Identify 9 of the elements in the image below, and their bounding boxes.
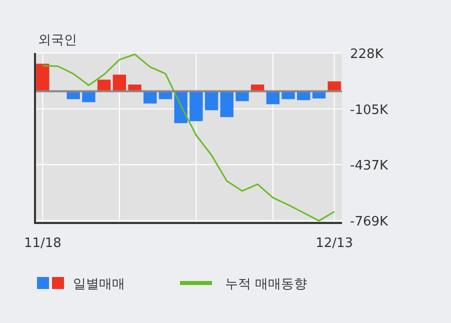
x-tick-label: 11/18 bbox=[24, 236, 62, 251]
x-tick-label: 12/13 bbox=[316, 236, 354, 251]
chart-title: 외국인 bbox=[38, 33, 77, 48]
legend-label: 누적 매매동향 bbox=[225, 277, 308, 292]
y-tick-label: -769K bbox=[350, 214, 389, 230]
y-tick-label: -105K bbox=[350, 102, 389, 118]
y-tick-label: 228K bbox=[350, 47, 384, 62]
y-tick-label: -437K bbox=[350, 158, 389, 174]
legend-label: 일별매매 bbox=[73, 277, 125, 292]
